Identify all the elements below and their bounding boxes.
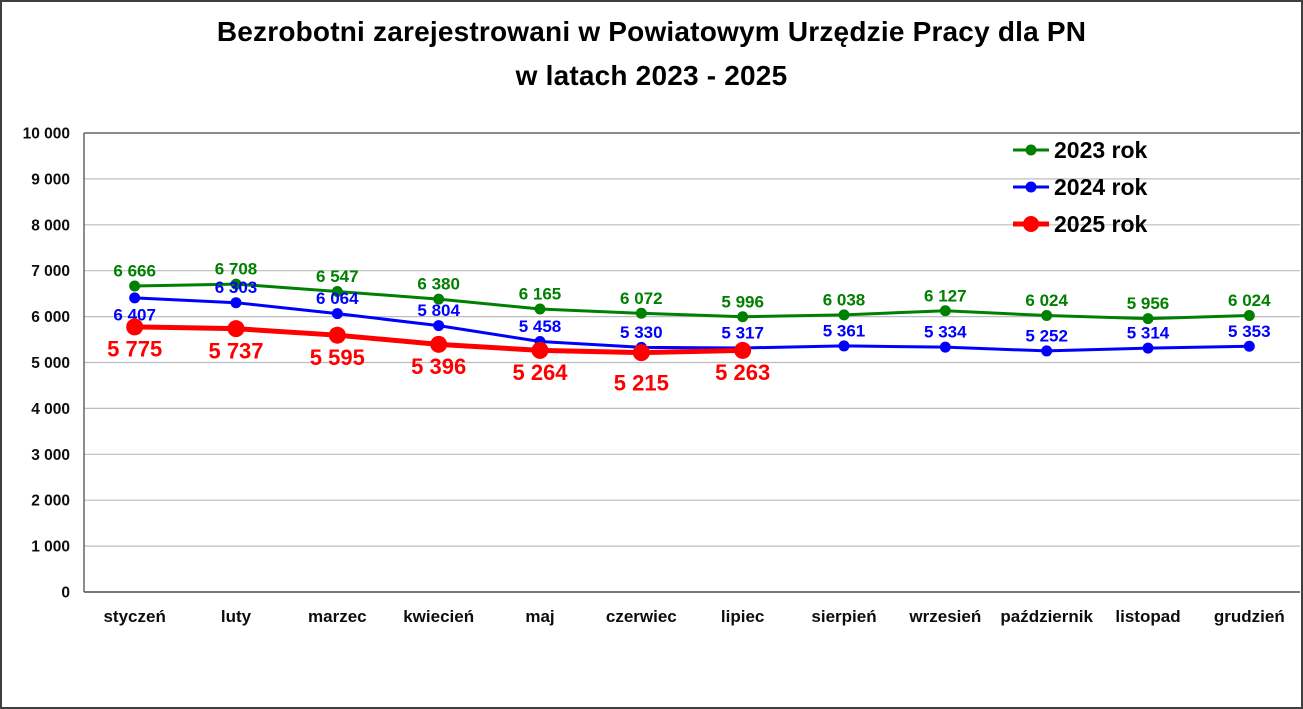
x-axis-category-label: wrzesień — [908, 607, 981, 626]
data-point-label: 5 737 — [208, 338, 263, 363]
data-point-label: 6 024 — [1025, 291, 1068, 310]
data-point-label: 6 165 — [519, 285, 562, 304]
y-axis-tick-label: 6 000 — [31, 309, 70, 326]
data-point-label: 6 547 — [316, 267, 359, 286]
chart-title-line1: Bezrobotni zarejestrowani w Powiatowym U… — [216, 16, 1087, 47]
x-axis-category-label: maj — [525, 607, 554, 626]
x-axis-category-label: luty — [221, 607, 252, 626]
data-point-label: 5 361 — [823, 321, 866, 340]
data-point-label: 5 396 — [411, 354, 466, 379]
data-point-label: 6 072 — [620, 289, 663, 308]
y-axis-tick-label: 2 000 — [31, 493, 70, 510]
data-point-marker — [129, 280, 141, 292]
data-point-marker — [430, 335, 448, 353]
data-point-marker — [230, 278, 242, 290]
x-axis-category-label: czerwiec — [606, 607, 677, 626]
y-axis-tick-label: 4 000 — [31, 401, 70, 418]
x-axis-category-label: listopad — [1115, 607, 1180, 626]
data-point-label: 5 330 — [620, 323, 663, 342]
data-point-marker — [534, 303, 546, 315]
series-line-2024-rok — [133, 296, 1251, 353]
y-axis-tick-label: 5 000 — [31, 355, 70, 372]
data-point-marker — [227, 320, 245, 338]
data-point-marker — [1142, 313, 1154, 325]
data-point-marker — [126, 318, 144, 336]
data-point-marker — [433, 320, 445, 332]
data-point-marker — [1041, 345, 1053, 357]
data-point-label: 5 956 — [1127, 294, 1170, 313]
y-axis-tick-label: 8 000 — [31, 217, 70, 234]
legend-marker — [1025, 144, 1037, 156]
data-point-marker — [433, 293, 445, 305]
data-point-marker — [838, 309, 850, 321]
y-axis-tick-label: 0 — [61, 585, 70, 602]
x-axis-category-label: sierpień — [811, 607, 876, 626]
data-point-label: 6 666 — [113, 262, 156, 281]
data-point-marker — [734, 341, 752, 359]
y-axis-tick-label: 1 000 — [31, 539, 70, 556]
data-point-label: 5 775 — [107, 337, 162, 362]
data-point-marker — [838, 340, 850, 352]
data-point-marker — [1142, 342, 1154, 354]
data-point-label: 5 996 — [721, 292, 764, 311]
data-point-label: 5 215 — [614, 370, 669, 395]
data-point-label: 5 595 — [310, 345, 365, 370]
data-point-marker — [1041, 309, 1053, 321]
legend-marker — [1025, 181, 1037, 193]
y-axis-tick-label: 9 000 — [31, 171, 70, 188]
legend-label-2025-rok: 2025 rok — [1054, 211, 1148, 237]
legend-marker — [1023, 216, 1039, 232]
data-point-label: 5 804 — [417, 301, 460, 320]
data-point-marker — [331, 285, 343, 297]
data-point-label: 6 038 — [823, 290, 866, 309]
data-point-label: 6 024 — [1228, 291, 1271, 310]
chart-title-line2: w latach 2023 - 2025 — [515, 60, 788, 91]
data-point-label: 5 353 — [1228, 322, 1271, 341]
data-point-label: 5 314 — [1127, 324, 1170, 343]
data-point-marker — [1243, 309, 1255, 321]
data-point-marker — [328, 326, 346, 344]
data-point-label: 5 317 — [721, 323, 764, 342]
x-axis-category-label: lipiec — [721, 607, 764, 626]
data-point-marker — [635, 307, 647, 319]
data-point-label: 5 334 — [924, 323, 967, 342]
y-axis-tick-label: 3 000 — [31, 447, 70, 464]
x-axis-category-label: marzec — [308, 607, 367, 626]
data-point-label: 6 303 — [215, 278, 258, 297]
data-point-marker — [230, 297, 242, 309]
data-point-marker — [737, 311, 749, 323]
data-point-marker — [939, 305, 951, 317]
y-axis-tick-label: 7 000 — [31, 263, 70, 280]
data-point-label: 5 263 — [715, 360, 770, 385]
data-point-marker — [1243, 340, 1255, 352]
series-line-2023-rok — [133, 282, 1251, 321]
data-point-label: 6 380 — [417, 275, 460, 294]
data-point-label: 5 458 — [519, 317, 562, 336]
y-axis-tick-label: 10 000 — [23, 126, 70, 143]
x-axis-category-label: styczeń — [103, 607, 165, 626]
legend-label-2024-rok: 2024 rok — [1054, 174, 1148, 200]
data-point-marker — [632, 344, 650, 362]
x-axis-category-label: październik — [1000, 607, 1093, 626]
x-axis-category-label: kwiecień — [403, 607, 474, 626]
data-point-label: 6 407 — [113, 306, 156, 325]
data-point-marker — [331, 308, 343, 320]
data-point-label: 5 264 — [512, 360, 568, 385]
data-point-marker — [531, 341, 549, 359]
data-point-label: 5 252 — [1025, 326, 1068, 345]
legend-label-2023-rok: 2023 rok — [1054, 137, 1148, 163]
data-point-label: 6 127 — [924, 286, 967, 305]
data-point-marker — [939, 341, 951, 353]
data-point-marker — [129, 292, 141, 304]
data-point-label: 6 708 — [215, 260, 258, 279]
data-point-label: 6 064 — [316, 289, 359, 308]
chart-title: Bezrobotni zarejestrowani w Powiatowym U… — [2, 10, 1301, 98]
x-axis-category-label: grudzień — [1214, 607, 1285, 626]
